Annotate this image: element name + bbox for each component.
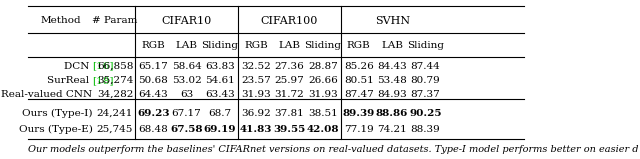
Text: DCN: DCN [64,62,93,71]
Text: 50.68: 50.68 [138,76,168,85]
Text: LAB: LAB [175,41,198,50]
Text: 27.36: 27.36 [275,62,304,71]
Text: 63.83: 63.83 [205,62,235,71]
Text: [16]: [16] [93,62,114,71]
Text: 69.19: 69.19 [204,125,236,134]
Text: RGB: RGB [244,41,268,50]
Text: SVHN: SVHN [374,16,410,26]
Text: # Param: # Param [92,16,138,25]
Text: 87.44: 87.44 [411,62,440,71]
Text: 74.21: 74.21 [377,125,407,134]
Text: 88.86: 88.86 [376,109,408,118]
Text: 87.37: 87.37 [411,90,440,99]
Text: 80.79: 80.79 [411,76,440,85]
Text: 35,274: 35,274 [97,76,133,85]
Text: 67.58: 67.58 [170,125,203,134]
Text: Our models outperform the baselines' CIFARnet versions on real-valued datasets. : Our models outperform the baselines' CIF… [28,145,638,154]
Text: 28.87: 28.87 [308,62,338,71]
Text: Real-valued CNN: Real-valued CNN [1,90,93,99]
Text: 64.43: 64.43 [138,90,168,99]
Text: 53.02: 53.02 [172,76,202,85]
Text: 63.43: 63.43 [205,90,235,99]
Text: 38.51: 38.51 [308,109,338,118]
Text: 68.7: 68.7 [209,109,232,118]
Text: 39.55: 39.55 [273,125,305,134]
Text: 90.25: 90.25 [410,109,442,118]
Text: Sliding: Sliding [304,41,341,50]
Text: 53.48: 53.48 [377,76,407,85]
Text: 77.19: 77.19 [344,125,374,134]
Text: 24,241: 24,241 [97,109,133,118]
Text: LAB: LAB [381,41,403,50]
Text: 37.81: 37.81 [275,109,304,118]
Text: 65.17: 65.17 [138,62,168,71]
Text: 63: 63 [180,90,193,99]
Text: 26.66: 26.66 [308,76,338,85]
Text: CIFAR100: CIFAR100 [261,16,318,26]
Text: Ours (Type-I): Ours (Type-I) [22,109,93,118]
Text: CIFAR10: CIFAR10 [161,16,212,26]
Text: 31.72: 31.72 [275,90,304,99]
Text: 54.61: 54.61 [205,76,235,85]
Text: RGB: RGB [347,41,371,50]
Text: 31.93: 31.93 [241,90,271,99]
Text: Ours (Type-E): Ours (Type-E) [19,125,93,134]
Text: [18]: [18] [93,76,114,85]
Text: 25.97: 25.97 [275,76,304,85]
Text: 41.83: 41.83 [240,125,272,134]
Text: 31.93: 31.93 [308,90,338,99]
Text: RGB: RGB [141,41,165,50]
Text: LAB: LAB [278,41,300,50]
Text: 58.64: 58.64 [172,62,202,71]
Text: 69.23: 69.23 [137,109,170,118]
Text: 66,858: 66,858 [97,62,133,71]
Text: 25,745: 25,745 [97,125,133,134]
Text: Method: Method [41,16,81,25]
Text: 84.93: 84.93 [377,90,407,99]
Text: 68.48: 68.48 [138,125,168,134]
Text: 32.52: 32.52 [241,62,271,71]
Text: 36.92: 36.92 [241,109,271,118]
Text: 23.57: 23.57 [241,76,271,85]
Text: 34,282: 34,282 [97,90,133,99]
Text: 87.47: 87.47 [344,90,374,99]
Text: 84.43: 84.43 [377,62,407,71]
Text: Sliding: Sliding [202,41,239,50]
Text: Sliding: Sliding [407,41,444,50]
Text: 67.17: 67.17 [172,109,202,118]
Text: SurReal: SurReal [47,76,93,85]
Text: 80.51: 80.51 [344,76,374,85]
Text: 89.39: 89.39 [342,109,375,118]
Text: 88.39: 88.39 [411,125,440,134]
Text: 42.08: 42.08 [307,125,339,134]
Text: 85.26: 85.26 [344,62,374,71]
